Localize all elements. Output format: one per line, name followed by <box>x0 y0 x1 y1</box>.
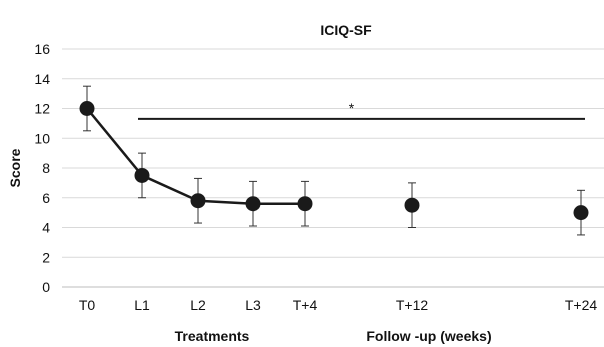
data-point <box>297 196 313 212</box>
chart-title: ICIQ-SF <box>320 22 372 38</box>
data-point <box>245 196 261 212</box>
y-tick-label: 8 <box>42 160 50 176</box>
y-tick-labels: 0 2 4 6 8 10 12 14 16 <box>34 41 50 295</box>
y-tick-label: 16 <box>34 41 50 57</box>
x-tick-label: L3 <box>245 297 261 313</box>
data-point <box>190 193 206 209</box>
data-point <box>134 167 150 183</box>
x-tick-label: T+24 <box>565 297 598 313</box>
x-tick-label: T+12 <box>396 297 429 313</box>
y-tick-label: 10 <box>34 130 50 146</box>
y-tick-label: 0 <box>42 279 50 295</box>
significance-star: * <box>349 100 355 116</box>
x-group-label: Follow -up (weeks) <box>366 328 491 344</box>
x-tick-label: T+4 <box>293 297 318 313</box>
y-tick-label: 14 <box>34 71 50 87</box>
grid-layer <box>62 48 604 288</box>
x-tick-labels: T0 L1 L2 L3 T+4 T+12 T+24 <box>79 297 598 313</box>
series-line <box>86 107 305 205</box>
y-tick-label: 4 <box>42 220 50 236</box>
x-tick-label: L1 <box>134 297 150 313</box>
significance-annotation: * <box>138 100 585 120</box>
y-tick-label: 6 <box>42 190 50 206</box>
y-tick-label: 12 <box>34 101 50 117</box>
data-point <box>573 205 589 221</box>
x-group-labels: Treatments Follow -up (weeks) <box>175 328 492 344</box>
data-point <box>79 101 95 116</box>
x-group-label: Treatments <box>175 328 250 344</box>
y-axis-label: Score <box>7 148 23 187</box>
series-layer <box>79 85 589 236</box>
data-point <box>404 197 420 213</box>
x-tick-label: T0 <box>79 297 96 313</box>
y-tick-label: 2 <box>42 249 50 265</box>
x-tick-label: L2 <box>190 297 206 313</box>
